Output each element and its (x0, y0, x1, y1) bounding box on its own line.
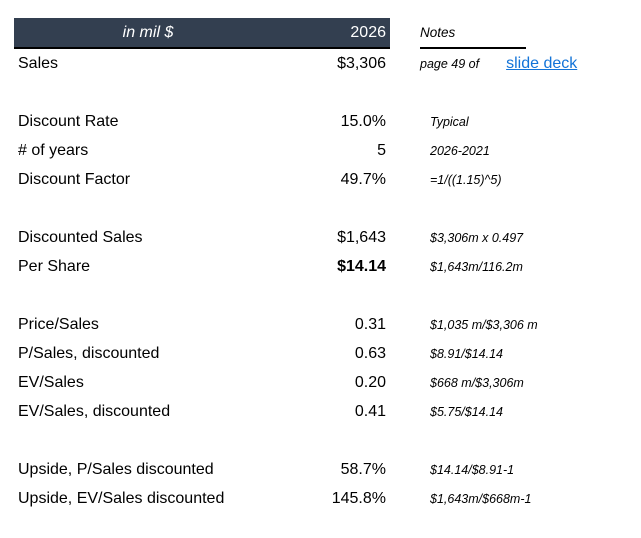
row-label: Upside, P/Sales discounted (18, 460, 214, 478)
row-note: Typical (430, 114, 469, 129)
header-units-label: in mil $ (122, 23, 174, 41)
row-value: $3,306 (337, 54, 386, 72)
row-value: 0.31 (354, 315, 386, 333)
row-label: Price/Sales (18, 315, 99, 333)
row-value: 0.63 (354, 344, 386, 362)
row-note: 2026-2021 (430, 143, 490, 158)
row-note: $1,643m/$668m-1 (430, 491, 532, 506)
slide-deck-link[interactable]: slide deck (506, 54, 578, 72)
row-label: EV/Sales, discounted (18, 402, 171, 420)
table-row-upside-ev-sales: Upside, EV/Sales discounted 145.8% $1,64… (14, 484, 641, 513)
header-year-label: 2026 (350, 23, 386, 41)
row-label: EV/Sales (18, 373, 84, 391)
table-row-upside-psales: Upside, P/Sales discounted 58.7% $14.14/… (14, 455, 641, 484)
row-value: 5 (377, 141, 386, 159)
table-row-discounted-sales: Discounted Sales $1,643 $3,306m x 0.497 (14, 223, 641, 252)
row-note: $8.91/$14.14 (430, 346, 503, 361)
blank-row (14, 194, 641, 223)
blank-row (14, 78, 641, 107)
row-label: Discount Factor (18, 170, 131, 188)
row-value: 49.7% (340, 170, 386, 188)
note-prefix: page 49 of (420, 56, 480, 71)
row-label: Upside, EV/Sales discounted (18, 489, 225, 507)
blank-row (14, 281, 641, 310)
notes-column-header: Notes (420, 18, 526, 49)
row-label: Discount Rate (18, 112, 119, 130)
row-label: Per Share (18, 257, 91, 275)
valuation-sheet: in mil $ 2026 Notes Sales $3,306 page 49… (14, 18, 641, 513)
row-value: 145.8% (331, 489, 386, 507)
table-row-sales: Sales $3,306 page 49 of slide deck (14, 49, 641, 78)
row-value: $1,643 (337, 228, 386, 246)
row-label: Sales (18, 54, 59, 72)
row-label: Discounted Sales (18, 228, 143, 246)
row-note: page 49 of slide deck (420, 55, 577, 73)
row-note: $1,643m/116.2m (430, 259, 523, 274)
row-note: $668 m/$3,306m (430, 375, 524, 390)
row-note: $3,306m x 0.497 (430, 230, 524, 245)
blank-row (14, 426, 641, 455)
row-value: 0.41 (354, 402, 386, 420)
table-row-per-share: Per Share $14.14 $1,643m/116.2m (14, 252, 641, 281)
row-value: 0.20 (354, 373, 386, 391)
row-note: $1,035 m/$3,306 m (430, 317, 538, 332)
row-value: 15.0% (340, 112, 386, 130)
row-value: $14.14 (337, 257, 386, 275)
table-row-discount-rate: Discount Rate 15.0% Typical (14, 107, 641, 136)
table-header-bar: in mil $ 2026 (14, 18, 390, 49)
table-row-ev-sales-discounted: EV/Sales, discounted 0.41 $5.75/$14.14 (14, 397, 641, 426)
table-row-discount-factor: Discount Factor 49.7% =1/((1.15)^5) (14, 165, 641, 194)
table-row-psales-discounted: P/Sales, discounted 0.63 $8.91/$14.14 (14, 339, 641, 368)
table-row-price-sales: Price/Sales 0.31 $1,035 m/$3,306 m (14, 310, 641, 339)
table-row-years: # of years 5 2026-2021 (14, 136, 641, 165)
row-value: 58.7% (340, 460, 386, 478)
row-label: P/Sales, discounted (18, 344, 160, 362)
row-note: $14.14/$8.91-1 (430, 462, 515, 477)
row-note: =1/((1.15)^5) (430, 172, 502, 187)
row-label: # of years (18, 141, 89, 159)
table-header-row: in mil $ 2026 Notes (14, 18, 641, 49)
row-note: $5.75/$14.14 (430, 404, 503, 419)
table-row-ev-sales: EV/Sales 0.20 $668 m/$3,306m (14, 368, 641, 397)
